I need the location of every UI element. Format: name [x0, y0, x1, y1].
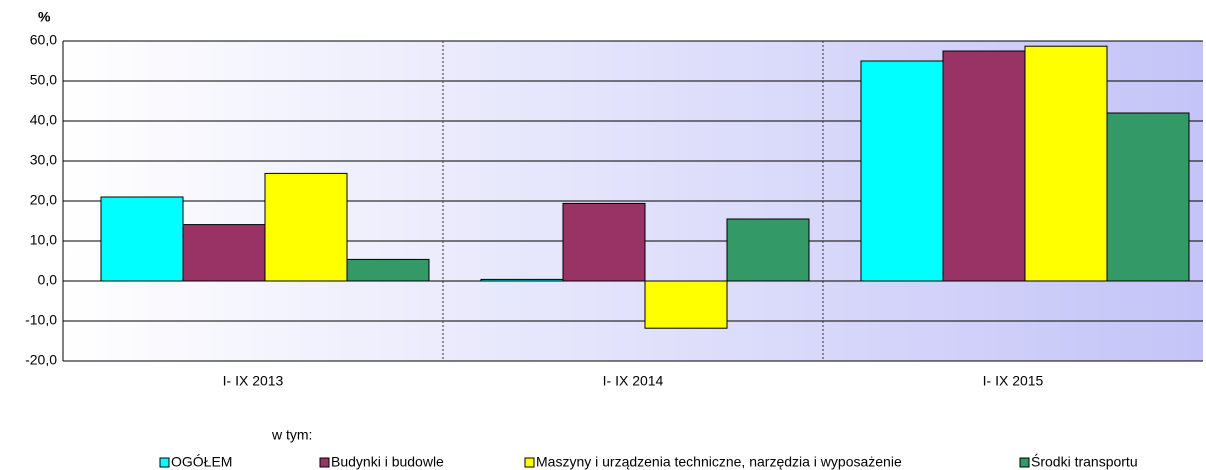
legend-label: Środki transportu	[1031, 453, 1138, 470]
y-tick-label: 50,0	[30, 72, 57, 88]
bar	[860, 60, 944, 282]
legend-label: OGÓŁEM	[171, 454, 232, 470]
legend-swatch	[159, 457, 170, 468]
legend-swatch	[1019, 457, 1030, 468]
legend-swatch	[524, 457, 535, 468]
legend-swatch	[319, 457, 330, 468]
unit-label: %	[38, 9, 51, 25]
x-tick-label: I- IX 2015	[983, 373, 1044, 389]
bar	[726, 218, 810, 282]
legend-note: w tym:	[271, 427, 312, 443]
x-tick-label: I- IX 2014	[603, 373, 664, 389]
y-tick-label: 40,0	[30, 112, 57, 128]
y-tick-label: 10,0	[30, 232, 57, 248]
bar	[942, 50, 1026, 282]
y-tick-label: 60,0	[30, 32, 57, 48]
bar	[182, 224, 266, 282]
bar	[100, 196, 184, 282]
bar	[644, 280, 728, 329]
bar	[346, 258, 430, 282]
x-tick-label: I- IX 2013	[223, 373, 284, 389]
bar	[1106, 112, 1190, 282]
bar	[264, 172, 348, 282]
y-tick-label: 20,0	[30, 192, 57, 208]
y-tick-label: -20,0	[25, 352, 57, 368]
legend-label: Budynki i budowle	[331, 454, 444, 470]
y-tick-label: 30,0	[30, 152, 57, 168]
y-tick-label: 0,0	[38, 272, 58, 288]
legend-label: Maszyny i urządzenia techniczne, narzędz…	[536, 454, 902, 470]
bar	[562, 202, 646, 282]
y-tick-label: -10,0	[25, 312, 57, 328]
bar	[1024, 45, 1108, 282]
